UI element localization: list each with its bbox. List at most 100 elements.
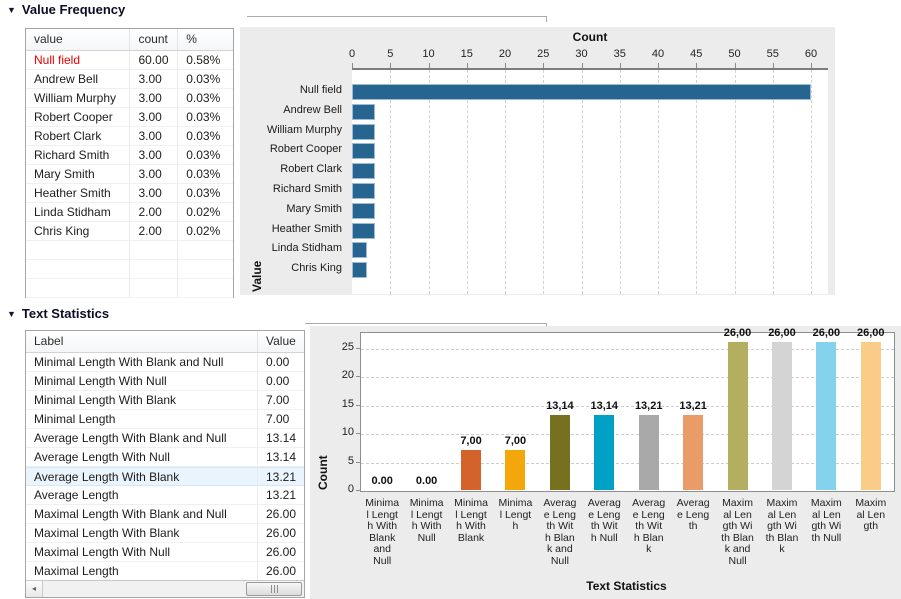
- x-axis-tick-label: 20: [498, 48, 512, 60]
- cell-count: 2.00: [130, 203, 179, 221]
- cell-label: Average Length With Null: [26, 448, 258, 466]
- table-row[interactable]: Average Length With Blank and Null 13.14: [26, 429, 304, 448]
- cell-value: Linda Stidham: [26, 203, 131, 221]
- table-row[interactable]: Maximal Length With Null 26.00: [26, 543, 304, 562]
- cell-count: 3.00: [130, 127, 179, 145]
- x-axis-tick-label: 60: [804, 48, 818, 60]
- x-axis-tick-mark: [581, 63, 583, 68]
- chart-category-label: Minima l Lengt h: [498, 497, 533, 532]
- column-header-label[interactable]: Label: [26, 331, 258, 352]
- scroll-left-button[interactable]: ◂: [26, 581, 43, 597]
- chart-category-label: Robert Clark: [280, 163, 342, 176]
- frequency-bar: [352, 103, 375, 120]
- y-axis-tick-label: 0: [347, 483, 354, 495]
- statistic-bar: [549, 415, 570, 490]
- table-row[interactable]: Minimal Length With Null 0.00: [26, 372, 304, 391]
- gridline-vertical: [466, 70, 468, 294]
- cell-value: 26.00: [266, 526, 297, 540]
- scrollbar-thumb[interactable]: [246, 582, 302, 596]
- cell-count: 3.00: [130, 165, 179, 183]
- chart-category-label: Mary Smith: [286, 202, 342, 215]
- x-axis-tick-label: 55: [766, 48, 779, 60]
- cell-percent: 0.03%: [186, 148, 221, 162]
- column-header-percent[interactable]: %: [186, 32, 197, 46]
- table-row[interactable]: William Murphy 3.00 0.03%: [26, 89, 233, 108]
- chart-category-label: Minima l Lengt h With Blank: [454, 497, 488, 544]
- statistic-bar: [594, 415, 615, 490]
- cell-value: 7.00: [266, 393, 290, 407]
- bar-value-label: 13,21: [634, 399, 663, 412]
- table-row[interactable]: Linda Stidham 2.00 0.02%: [26, 203, 233, 222]
- column-header-value[interactable]: value: [26, 29, 131, 50]
- x-axis-tick-mark: [428, 63, 430, 68]
- horizontal-scrollbar[interactable]: ◂: [26, 580, 304, 597]
- table-row[interactable]: Robert Cooper 3.00 0.03%: [26, 108, 233, 127]
- table-row[interactable]: Maximal Length 26.00: [26, 562, 304, 581]
- chart-category-label: Chris King: [291, 262, 342, 275]
- cell-empty: [26, 279, 131, 297]
- table-row[interactable]: Mary Smith 3.00 0.03%: [26, 165, 233, 184]
- cell-count: 60.00: [130, 51, 179, 69]
- y-axis-tick-mark: [356, 433, 360, 434]
- frequency-bar: [352, 242, 368, 259]
- cell-count: 3.00: [130, 146, 179, 164]
- table-row-empty: [26, 279, 233, 298]
- x-axis-tick-mark: [696, 63, 698, 68]
- gridline-vertical: [696, 70, 698, 294]
- bar-value-label: 26,00: [723, 326, 752, 339]
- chart-category-label: Minima l Lengt h With Null: [409, 497, 444, 544]
- table-row[interactable]: Maximal Length With Blank and Null 26.00: [26, 505, 304, 524]
- chart-category-label: Linda Stidham: [271, 242, 342, 255]
- table-row[interactable]: Chris King 2.00 0.02%: [26, 222, 233, 241]
- y-axis-tick-label: 10: [341, 426, 354, 438]
- x-axis-tick-mark: [505, 63, 506, 68]
- chart-category-label: Null field: [299, 84, 342, 96]
- cell-label: Minimal Length With Null: [26, 372, 258, 390]
- table-row[interactable]: Minimal Length With Blank and Null 0.00: [26, 353, 304, 372]
- cell-label: Average Length: [26, 486, 258, 504]
- frequency-bar: [352, 183, 375, 199]
- y-axis-tick-mark: [356, 490, 360, 491]
- table-row[interactable]: Heather Smith 3.00 0.03%: [26, 184, 233, 203]
- column-header-value[interactable]: Value: [266, 334, 296, 348]
- table-row-empty: [26, 260, 233, 279]
- cell-empty: [178, 279, 233, 297]
- cell-label: Minimal Length With Blank: [26, 391, 258, 409]
- table-header-row: Label Value: [26, 331, 304, 353]
- cell-percent: 0.02%: [186, 205, 221, 219]
- column-header-count[interactable]: count: [130, 29, 179, 50]
- statistic-bar: [816, 341, 837, 490]
- chart-category-label: Robert Cooper: [269, 143, 342, 156]
- section-header-text-statistics[interactable]: ▼ Text Statistics: [7, 306, 109, 321]
- bar-value-label: 0.00: [371, 475, 393, 487]
- chart-category-label: Heather Smith: [271, 222, 342, 235]
- x-axis-tick-mark: [658, 63, 659, 68]
- table-row[interactable]: Richard Smith 3.00 0.03%: [26, 146, 233, 165]
- bar-value-label: 7,00: [504, 435, 527, 448]
- table-row[interactable]: Andrew Bell 3.00 0.03%: [26, 70, 233, 89]
- x-axis-tick-mark: [352, 63, 353, 68]
- cell-value: Heather Smith: [26, 184, 131, 202]
- chart-category-label: Maxim al Len gth Wi th Null: [810, 497, 842, 544]
- gridline-vertical: [581, 70, 583, 294]
- cell-percent: 0.02%: [186, 224, 221, 238]
- table-row[interactable]: Robert Clark 3.00 0.03%: [26, 127, 233, 146]
- table-row[interactable]: Average Length With Null 13.14: [26, 448, 304, 467]
- statistic-bar: [505, 450, 526, 490]
- x-axis-tick-label: 5: [387, 48, 394, 60]
- cell-empty: [130, 279, 179, 297]
- x-axis-tick-label: 45: [690, 48, 703, 60]
- section-header-value-frequency[interactable]: ▼ Value Frequency: [7, 2, 125, 17]
- gridline-vertical: [619, 70, 621, 294]
- frequency-bar: [352, 84, 811, 100]
- table-row[interactable]: Minimal Length 7.00: [26, 410, 304, 429]
- table-row[interactable]: Null field 60.00 0.58%: [26, 51, 233, 70]
- table-row[interactable]: Maximal Length With Blank 26.00: [26, 524, 304, 543]
- table-row[interactable]: Minimal Length With Blank 7.00: [26, 391, 304, 410]
- chart-category-label: Richard Smith: [272, 183, 342, 195]
- section-title-value-frequency: Value Frequency: [21, 2, 126, 17]
- table-row[interactable]: Average Length With Blank 13.21: [26, 467, 304, 486]
- cell-label: Maximal Length: [26, 562, 258, 580]
- table-row[interactable]: Average Length 13.21: [26, 486, 304, 505]
